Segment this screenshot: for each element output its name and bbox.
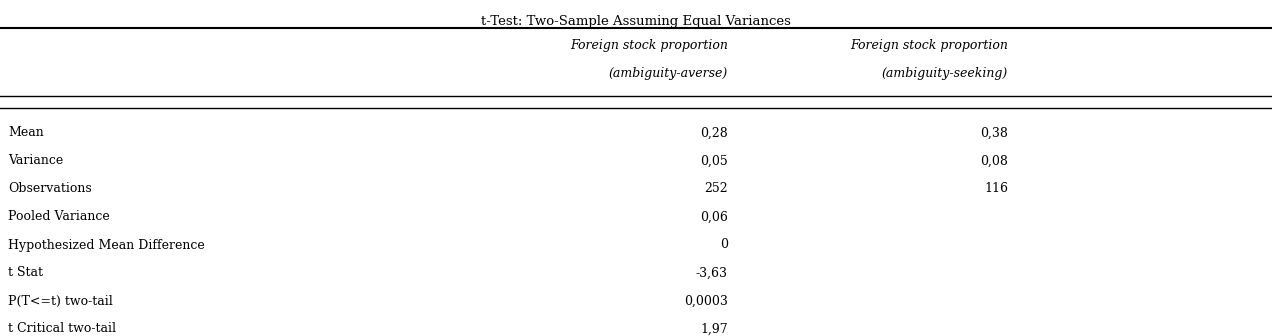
Text: Pooled Variance: Pooled Variance [8,210,109,223]
Text: 0,0003: 0,0003 [684,294,728,307]
Text: t Critical two-tail: t Critical two-tail [8,323,116,336]
Text: Variance: Variance [8,155,64,168]
Text: 252: 252 [705,182,728,196]
Text: 0,05: 0,05 [701,155,728,168]
Text: Hypothesized Mean Difference: Hypothesized Mean Difference [8,239,205,252]
Text: Mean: Mean [8,126,43,139]
Text: t Stat: t Stat [8,266,43,280]
Text: 0,06: 0,06 [700,210,728,223]
Text: t-Test: Two-Sample Assuming Equal Variances: t-Test: Two-Sample Assuming Equal Varian… [481,14,791,28]
Text: 1,97: 1,97 [701,323,728,336]
Text: 0: 0 [720,239,728,252]
Text: 0,08: 0,08 [981,155,1007,168]
Text: (ambiguity-averse): (ambiguity-averse) [609,68,728,81]
Text: 0,28: 0,28 [701,126,728,139]
Text: 0,38: 0,38 [981,126,1007,139]
Text: P(T<=t) two-tail: P(T<=t) two-tail [8,294,113,307]
Text: -3,63: -3,63 [696,266,728,280]
Text: (ambiguity-seeking): (ambiguity-seeking) [881,68,1007,81]
Text: Observations: Observations [8,182,92,196]
Text: Foreign stock proportion: Foreign stock proportion [570,40,728,52]
Text: Foreign stock proportion: Foreign stock proportion [850,40,1007,52]
Text: 116: 116 [985,182,1007,196]
